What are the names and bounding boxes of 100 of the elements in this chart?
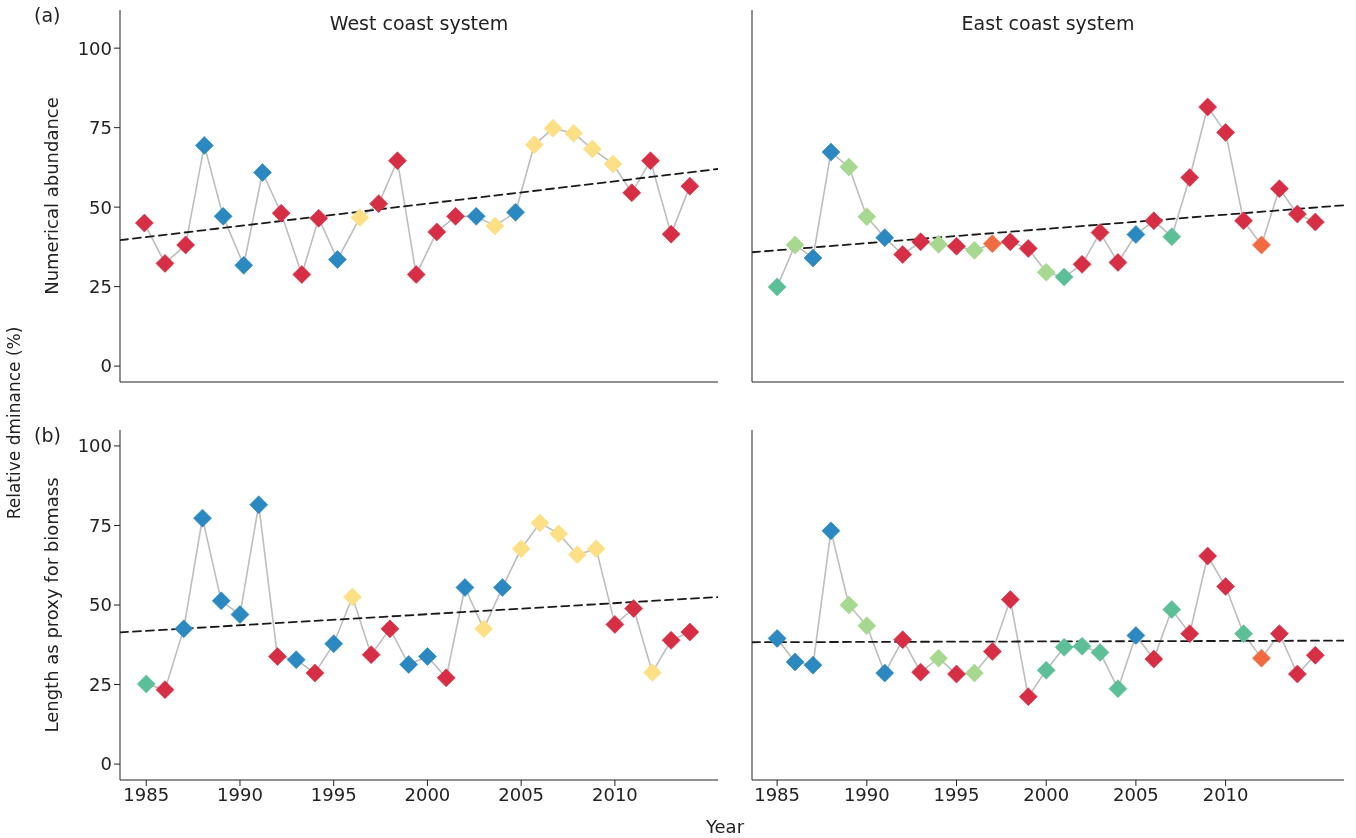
point — [271, 203, 291, 223]
point — [857, 616, 877, 636]
point — [564, 123, 584, 143]
point — [839, 595, 859, 615]
point — [492, 578, 512, 597]
y-tick-label: 75 — [89, 117, 112, 139]
point — [292, 265, 312, 285]
point — [252, 162, 272, 182]
point — [267, 647, 287, 667]
x-tick-label: 2000 — [1023, 783, 1070, 805]
point — [474, 619, 494, 639]
point — [1054, 637, 1074, 657]
text: Relative dminance (%) — [4, 325, 24, 522]
point — [567, 545, 587, 565]
point — [417, 647, 437, 667]
point — [1234, 211, 1254, 231]
point — [1305, 645, 1325, 665]
y-axis-title: Length as proxy for biomass — [41, 477, 63, 733]
point — [680, 622, 700, 642]
point — [1144, 649, 1164, 669]
point — [286, 650, 306, 670]
point — [211, 591, 231, 611]
point — [324, 634, 344, 654]
point — [155, 253, 175, 273]
y-tick-label: 25 — [89, 673, 112, 695]
point — [624, 599, 644, 618]
point — [803, 248, 823, 268]
point — [1108, 679, 1128, 699]
y-tick-label: 0 — [100, 355, 112, 377]
point — [929, 648, 949, 668]
point — [1180, 624, 1200, 644]
point — [1144, 211, 1164, 231]
point — [176, 235, 196, 255]
point — [485, 216, 505, 236]
point — [1287, 204, 1307, 224]
x-tick-label: 1985 — [123, 783, 170, 805]
point — [642, 662, 662, 682]
x-tick-label: 1985 — [754, 783, 801, 805]
point — [1126, 626, 1146, 646]
point — [466, 206, 486, 226]
point — [893, 630, 913, 650]
point — [586, 539, 606, 559]
x-tick-label: 1995 — [933, 783, 980, 805]
point — [661, 630, 681, 650]
point — [234, 255, 254, 275]
point — [821, 521, 841, 541]
y-tick-label: 100 — [77, 435, 112, 457]
point — [436, 668, 456, 688]
point — [1018, 238, 1038, 258]
point — [1251, 235, 1271, 255]
y-tick-label: 100 — [77, 37, 112, 59]
point — [1287, 664, 1307, 684]
point — [327, 250, 347, 270]
point — [1108, 252, 1128, 272]
point — [857, 207, 877, 227]
point — [361, 645, 381, 665]
point — [1000, 232, 1020, 252]
point — [1269, 179, 1289, 199]
point — [603, 154, 623, 174]
point — [134, 213, 154, 233]
point — [455, 578, 475, 597]
point — [249, 495, 269, 515]
point — [1126, 224, 1146, 244]
point — [305, 663, 325, 683]
x-tick-label: 2005 — [1113, 783, 1159, 805]
point — [661, 224, 681, 244]
point — [982, 641, 1002, 661]
point — [1036, 262, 1056, 282]
point — [213, 206, 233, 226]
point — [964, 663, 984, 683]
point — [821, 142, 841, 162]
point — [1072, 254, 1092, 274]
point — [1054, 267, 1074, 287]
x-tick-label: 1995 — [310, 783, 357, 805]
y-tick-label: 50 — [89, 196, 112, 218]
point — [380, 619, 400, 639]
point — [911, 662, 931, 682]
y-tick-label: 75 — [89, 514, 112, 536]
point — [506, 202, 526, 222]
point — [406, 265, 426, 285]
point — [174, 619, 194, 639]
y-axis-title: Numerical abundance — [41, 97, 63, 295]
point — [1251, 648, 1271, 668]
point — [875, 663, 895, 683]
point — [1180, 168, 1200, 188]
point — [1162, 227, 1182, 247]
point — [929, 234, 949, 254]
point — [605, 614, 625, 634]
y-tick-label: 25 — [89, 276, 112, 298]
point — [641, 151, 661, 171]
text: (a) — [34, 4, 61, 26]
point — [427, 222, 447, 242]
x-axis-title: Year — [704, 816, 746, 837]
point — [839, 157, 859, 177]
x-tick-label: 2010 — [1202, 783, 1249, 805]
point — [399, 655, 419, 674]
point — [1036, 660, 1056, 680]
point — [1162, 599, 1182, 619]
point — [1305, 212, 1325, 232]
point — [230, 605, 250, 625]
